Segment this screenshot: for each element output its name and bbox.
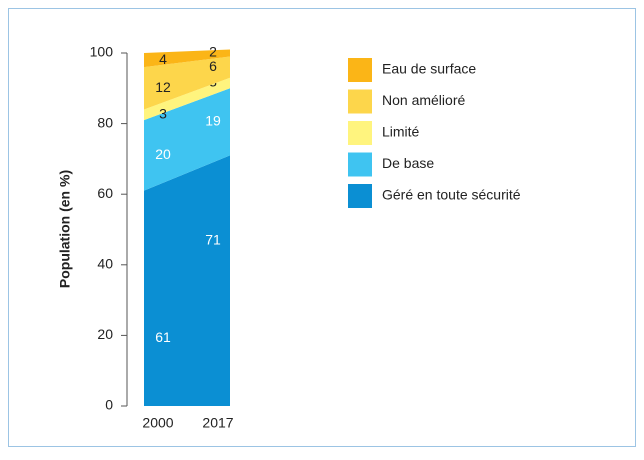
- legend-label: De base: [382, 155, 434, 171]
- area: [144, 155, 230, 406]
- legend-label: Non amélioré: [382, 92, 465, 108]
- data-label: 12: [155, 79, 171, 95]
- card: [8, 8, 636, 447]
- y-axis-label: Population (en %): [57, 170, 73, 288]
- legend-swatch: [348, 184, 372, 208]
- data-label: 61: [155, 329, 171, 345]
- data-label: 6: [209, 58, 217, 74]
- area: [144, 49, 230, 68]
- legend-swatch: [348, 121, 372, 145]
- data-label: 20: [155, 146, 171, 162]
- legend-swatch: [348, 152, 372, 177]
- y-tick-label: 100: [90, 44, 114, 60]
- data-label: 19: [205, 113, 221, 129]
- data-label: 2: [209, 44, 217, 60]
- legend-label: Eau de surface: [382, 61, 476, 77]
- y-tick-label: 80: [97, 114, 113, 130]
- y-tick-label: 60: [97, 185, 113, 201]
- y-tick-label: 0: [105, 397, 113, 413]
- data-label: 4: [159, 51, 167, 67]
- legend-label: Limité: [382, 124, 420, 140]
- y-tick-label: 20: [97, 326, 113, 342]
- y-tick-label: 40: [97, 256, 113, 272]
- data-label: 3: [159, 105, 167, 121]
- area: [144, 56, 230, 110]
- legend-label: Géré en toute sécurité: [382, 187, 521, 203]
- x-tick-label: 2017: [202, 415, 233, 431]
- legend-swatch: [348, 58, 372, 82]
- data-label: 71: [205, 231, 221, 247]
- legend-swatch: [348, 89, 372, 114]
- area: [144, 88, 230, 191]
- x-tick-label: 2000: [142, 415, 173, 431]
- area: [144, 77, 230, 121]
